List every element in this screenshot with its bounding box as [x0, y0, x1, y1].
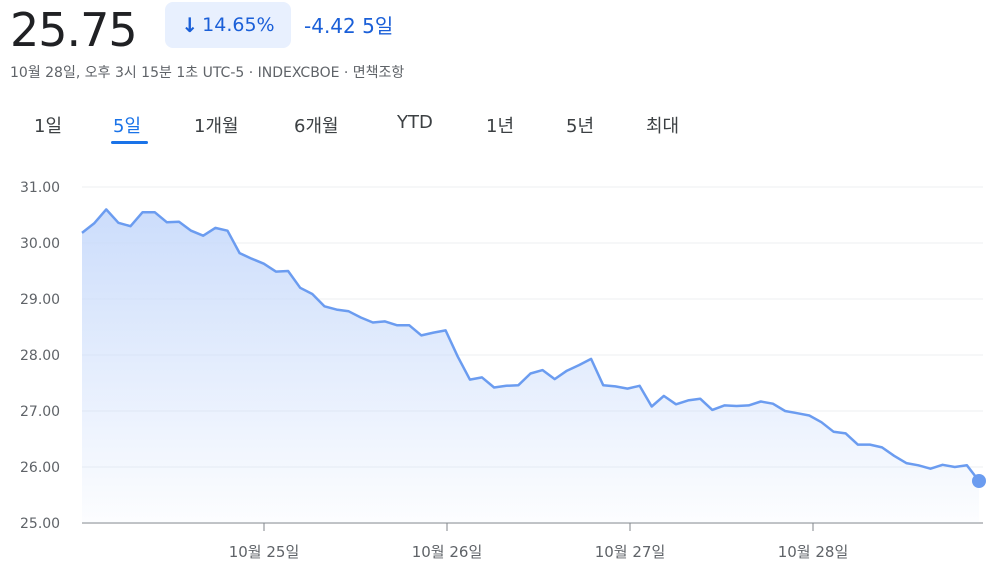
absolute-change: -4.42 5일: [304, 10, 393, 39]
x-tick-label: 10월 25일: [229, 543, 300, 561]
price-area-fill: [82, 209, 979, 523]
percent-change-badge: ↓ 14.65%: [165, 2, 291, 48]
y-tick-label: 28.00: [20, 348, 60, 364]
x-tick-label: 10월 27일: [595, 543, 666, 561]
range-tabs: 1일 5일 1개월 6개월 YTD 1년 5년 최대: [0, 112, 996, 152]
y-tick-label: 27.00: [20, 404, 60, 420]
active-tab-indicator: [111, 141, 148, 144]
x-tick-label: 10월 28일: [778, 543, 849, 561]
tab-1y[interactable]: 1년: [486, 116, 515, 137]
percent-change-value: 14.65%: [202, 14, 275, 36]
y-tick-label: 26.00: [20, 460, 60, 476]
price-chart[interactable]: 31.00 30.00 29.00 28.00 27.00 26.00 25.00 10월 2…: [0, 160, 996, 566]
tab-1m[interactable]: 1개월: [194, 116, 239, 137]
arrow-down-icon: ↓: [181, 13, 199, 37]
tab-5d[interactable]: 5일: [113, 116, 142, 137]
y-tick-label: 25.00: [20, 516, 60, 532]
y-tick-label: 30.00: [20, 236, 60, 252]
y-tick-label: 31.00: [20, 180, 60, 196]
x-tick-label: 10월 26일: [412, 543, 483, 561]
tab-6m[interactable]: 6개월: [294, 116, 339, 137]
tab-max[interactable]: 최대: [646, 116, 680, 137]
price-line: [81, 208, 980, 482]
tab-5y[interactable]: 5년: [566, 116, 595, 137]
absolute-change-value: -4.42: [304, 14, 356, 38]
current-price: 25.75: [10, 3, 138, 57]
tab-ytd[interactable]: YTD: [397, 112, 433, 133]
current-price-dot: [972, 474, 986, 488]
tab-1d[interactable]: 1일: [34, 116, 63, 137]
quote-meta: 10월 28일, 오후 3시 15분 1초 UTC-5 · INDEXCBOE …: [10, 65, 405, 81]
y-tick-label: 29.00: [20, 292, 60, 308]
change-period: 5일: [362, 14, 394, 38]
